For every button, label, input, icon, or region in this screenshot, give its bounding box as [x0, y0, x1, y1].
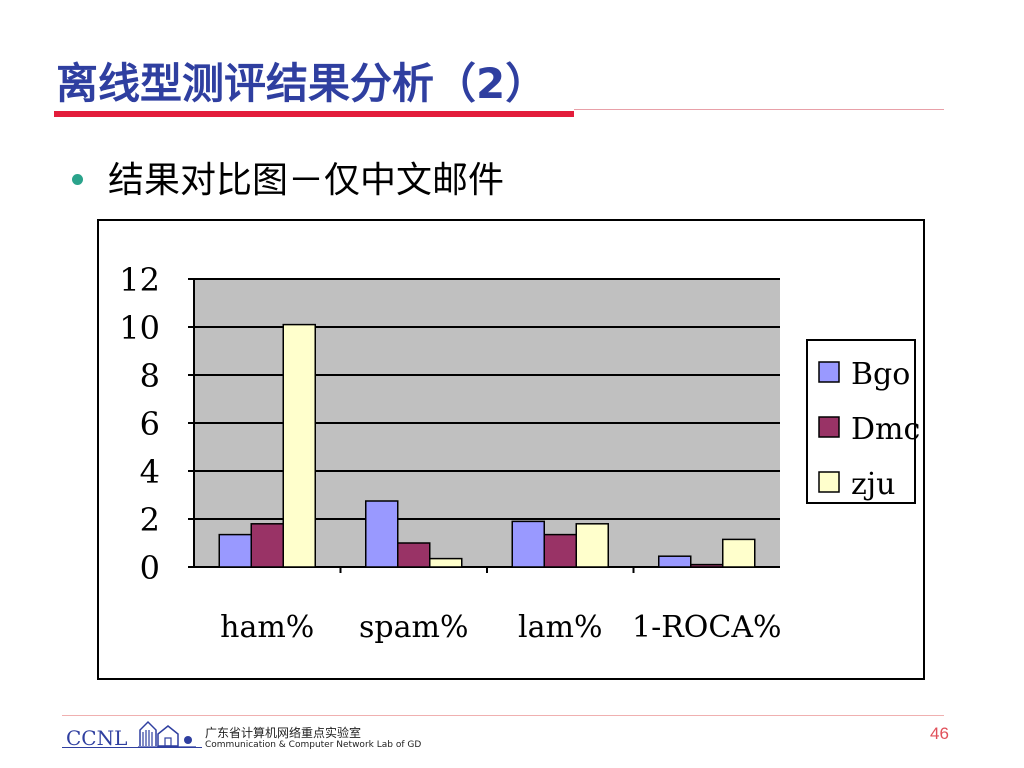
y-tick-label: 2: [140, 501, 160, 539]
legend-swatch-bgo: [818, 361, 840, 383]
bar-dmc-3: [690, 563, 724, 568]
footer-divider: [62, 715, 944, 716]
bar-dmc-2: [543, 533, 577, 568]
org-name-cn: 广东省计算机网络重点实验室: [205, 726, 362, 740]
legend-label-bgo: Bgo: [851, 357, 910, 392]
bar-bgo-3: [658, 555, 692, 568]
y-tick-label: 8: [140, 357, 160, 395]
x-tick-label: lam%: [518, 610, 602, 645]
bar-dmc-1: [397, 542, 431, 568]
building-logo-icon: [138, 720, 196, 748]
bullet-text: 结果对比图－仅中文邮件: [108, 160, 505, 201]
x-tick-label: 1-ROCA%: [632, 610, 782, 645]
logo-text: CCNL: [66, 726, 128, 750]
legend-label-zju: zju: [851, 467, 895, 502]
y-tick-label: 12: [119, 261, 160, 299]
slide-title: 离线型测评结果分析（2）: [56, 59, 548, 108]
legend-swatch-dmc: [818, 416, 840, 438]
bar-zju-3: [722, 538, 756, 568]
bar-bgo-2: [511, 520, 545, 568]
y-tick-label: 6: [140, 405, 160, 443]
bullet-dot-icon: [72, 174, 83, 185]
x-tick-label: spam%: [359, 610, 468, 645]
bar-zju-0: [282, 323, 316, 568]
y-tick-label: 4: [140, 453, 160, 491]
bar-zju-1: [429, 557, 463, 568]
bar-bgo-0: [218, 533, 252, 568]
page-number: 46: [930, 724, 949, 743]
x-tick-label: ham%: [220, 610, 314, 645]
legend-swatch-zju: [818, 471, 840, 493]
bar-bgo-1: [365, 500, 399, 568]
org-name-en: Communication & Computer Network Lab of …: [205, 740, 422, 750]
y-tick-label: 0: [140, 549, 160, 587]
logo-underline: [62, 747, 202, 748]
title-underline-thin: [574, 109, 944, 110]
bar-chart: 0 2 4 6 8 10 12 ham% spam% lam% 1-ROCA% Bgo Dmc zju: [119, 261, 920, 645]
bar-dmc-0: [250, 523, 284, 568]
bar-zju-2: [575, 523, 609, 568]
title-underline-red: [54, 111, 574, 117]
y-tick-label: 10: [119, 309, 160, 347]
legend-label-dmc: Dmc: [851, 412, 920, 447]
